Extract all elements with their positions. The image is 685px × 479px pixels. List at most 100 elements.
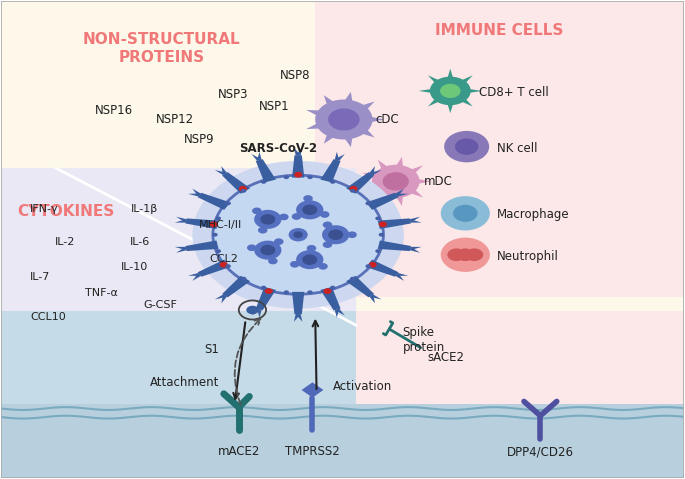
Polygon shape xyxy=(346,172,374,194)
Polygon shape xyxy=(335,154,345,160)
Circle shape xyxy=(261,180,266,184)
Polygon shape xyxy=(175,247,186,250)
Polygon shape xyxy=(1,404,684,478)
Text: IFN-γ: IFN-γ xyxy=(30,204,59,214)
Polygon shape xyxy=(296,314,303,322)
Circle shape xyxy=(261,285,266,289)
Circle shape xyxy=(296,250,323,269)
Text: Neutrophil: Neutrophil xyxy=(497,250,558,262)
Circle shape xyxy=(247,244,257,251)
Text: Attachment: Attachment xyxy=(149,376,219,389)
Polygon shape xyxy=(256,287,276,310)
Circle shape xyxy=(268,258,277,264)
Circle shape xyxy=(323,288,332,294)
Text: NSP3: NSP3 xyxy=(218,88,249,101)
Polygon shape xyxy=(186,240,219,251)
Circle shape xyxy=(296,200,323,219)
Text: DPP4/CD26: DPP4/CD26 xyxy=(507,445,574,458)
Circle shape xyxy=(252,207,262,214)
Circle shape xyxy=(350,189,356,193)
Circle shape xyxy=(372,165,420,198)
Polygon shape xyxy=(377,218,411,229)
Polygon shape xyxy=(222,276,250,297)
Circle shape xyxy=(320,211,329,218)
Text: NSP8: NSP8 xyxy=(279,68,310,82)
Polygon shape xyxy=(257,152,262,160)
Polygon shape xyxy=(460,75,473,84)
Text: mDC: mDC xyxy=(425,175,453,188)
Circle shape xyxy=(220,262,228,268)
Circle shape xyxy=(212,233,218,237)
Polygon shape xyxy=(198,260,230,277)
Circle shape xyxy=(379,221,387,227)
Polygon shape xyxy=(321,287,340,310)
Text: Activation: Activation xyxy=(334,380,393,393)
Polygon shape xyxy=(410,247,422,250)
Circle shape xyxy=(254,210,282,229)
Circle shape xyxy=(349,186,358,192)
Circle shape xyxy=(319,263,327,270)
Circle shape xyxy=(440,84,460,98)
Circle shape xyxy=(279,214,288,220)
Polygon shape xyxy=(416,179,432,184)
Circle shape xyxy=(369,262,377,268)
Polygon shape xyxy=(410,247,420,253)
Polygon shape xyxy=(324,133,336,144)
Circle shape xyxy=(455,138,478,155)
Polygon shape xyxy=(221,166,227,175)
Polygon shape xyxy=(251,309,262,316)
Circle shape xyxy=(225,202,231,205)
Circle shape xyxy=(444,131,489,162)
Circle shape xyxy=(440,238,490,272)
Polygon shape xyxy=(292,292,304,314)
Polygon shape xyxy=(221,295,227,303)
Polygon shape xyxy=(186,218,219,229)
Text: NON-STRUCTURAL
PROTEINS: NON-STRUCTURAL PROTEINS xyxy=(83,33,240,65)
Circle shape xyxy=(225,264,231,268)
Circle shape xyxy=(294,172,302,178)
Circle shape xyxy=(241,189,247,193)
Polygon shape xyxy=(396,273,408,276)
Circle shape xyxy=(322,225,349,244)
Circle shape xyxy=(330,285,336,289)
Polygon shape xyxy=(460,98,473,106)
Circle shape xyxy=(323,241,332,248)
Polygon shape xyxy=(396,189,404,196)
Text: CD8+ T cell: CD8+ T cell xyxy=(479,86,549,99)
Polygon shape xyxy=(176,247,186,253)
Polygon shape xyxy=(396,273,404,281)
Circle shape xyxy=(284,290,289,294)
Text: IL-2: IL-2 xyxy=(55,237,75,247)
Text: G-CSF: G-CSF xyxy=(143,300,177,310)
Polygon shape xyxy=(409,189,423,197)
Polygon shape xyxy=(356,311,684,404)
Text: IL-1β: IL-1β xyxy=(131,204,158,214)
Circle shape xyxy=(375,217,381,220)
Circle shape xyxy=(308,290,313,294)
Text: NSP9: NSP9 xyxy=(184,133,214,146)
Circle shape xyxy=(379,233,384,237)
Circle shape xyxy=(308,175,313,179)
Polygon shape xyxy=(419,89,433,93)
Text: mACE2: mACE2 xyxy=(218,445,260,458)
Circle shape xyxy=(264,288,273,294)
Circle shape xyxy=(260,245,275,255)
Polygon shape xyxy=(344,136,353,147)
Polygon shape xyxy=(410,219,422,223)
Polygon shape xyxy=(192,189,201,196)
Text: NK cell: NK cell xyxy=(497,142,537,155)
Circle shape xyxy=(347,231,357,238)
Circle shape xyxy=(453,205,477,222)
Circle shape xyxy=(323,221,332,228)
Circle shape xyxy=(258,227,268,234)
Polygon shape xyxy=(192,273,201,281)
Polygon shape xyxy=(369,295,375,303)
Circle shape xyxy=(239,186,247,192)
Polygon shape xyxy=(251,154,262,160)
Circle shape xyxy=(307,245,316,251)
Polygon shape xyxy=(198,193,230,210)
Circle shape xyxy=(216,249,221,253)
Circle shape xyxy=(288,228,308,241)
Text: NSP1: NSP1 xyxy=(259,100,290,113)
Circle shape xyxy=(365,264,371,268)
